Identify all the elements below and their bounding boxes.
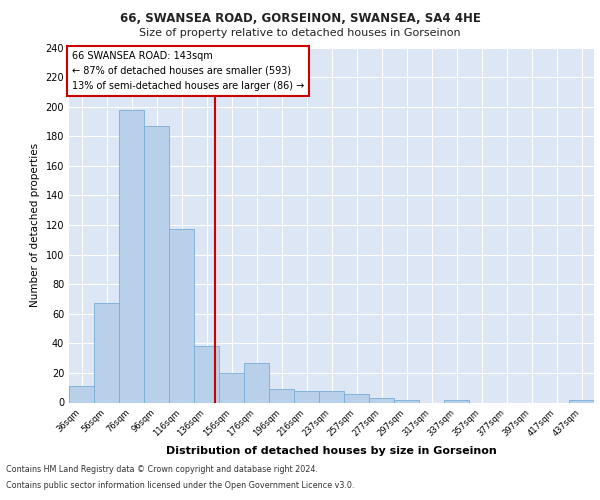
Text: Contains public sector information licensed under the Open Government Licence v3: Contains public sector information licen… <box>6 480 355 490</box>
Bar <box>69 386 94 402</box>
Bar <box>244 362 269 403</box>
Bar <box>144 126 169 402</box>
Bar <box>569 400 594 402</box>
Bar <box>294 390 319 402</box>
Text: 66, SWANSEA ROAD, GORSEINON, SWANSEA, SA4 4HE: 66, SWANSEA ROAD, GORSEINON, SWANSEA, SA… <box>119 12 481 26</box>
Bar <box>219 373 244 402</box>
Bar <box>394 400 419 402</box>
Bar <box>194 346 219 403</box>
Text: Size of property relative to detached houses in Gorseinon: Size of property relative to detached ho… <box>139 28 461 38</box>
Bar <box>344 394 369 402</box>
Y-axis label: Number of detached properties: Number of detached properties <box>30 143 40 307</box>
Bar <box>369 398 394 402</box>
Bar <box>269 389 294 402</box>
Bar <box>94 304 119 402</box>
X-axis label: Distribution of detached houses by size in Gorseinon: Distribution of detached houses by size … <box>166 446 497 456</box>
Bar <box>169 230 194 402</box>
Bar <box>444 400 469 402</box>
Text: 66 SWANSEA ROAD: 143sqm
← 87% of detached houses are smaller (593)
13% of semi-d: 66 SWANSEA ROAD: 143sqm ← 87% of detache… <box>71 51 304 90</box>
Text: Contains HM Land Registry data © Crown copyright and database right 2024.: Contains HM Land Registry data © Crown c… <box>6 466 318 474</box>
Bar <box>119 110 144 403</box>
Bar <box>319 390 344 402</box>
